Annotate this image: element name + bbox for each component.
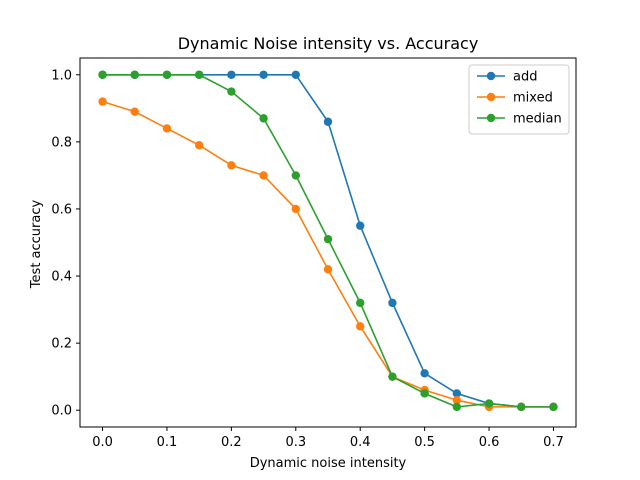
- legend-label-add: add: [513, 70, 537, 85]
- series-median: [98, 70, 558, 412]
- data-point-median: [517, 402, 526, 412]
- x-tick-label: 0.5: [414, 435, 435, 450]
- legend-label-mixed: mixed: [513, 91, 553, 106]
- data-point-mixed: [356, 322, 365, 331]
- data-point-median: [484, 399, 494, 408]
- x-axis-title: Dynamic noise intensity: [250, 456, 407, 471]
- data-point-median: [388, 372, 397, 381]
- data-point-median: [259, 114, 268, 123]
- legend-item-add: add: [477, 70, 537, 85]
- y-tick-label: 0.2: [51, 337, 72, 352]
- data-point-median: [291, 171, 300, 180]
- data-point-median: [162, 70, 172, 79]
- x-tick-label: 0.2: [221, 435, 242, 450]
- x-tick-label: 0.1: [157, 435, 178, 450]
- legend-label-median: median: [513, 112, 562, 127]
- data-point-median: [549, 402, 558, 412]
- data-point-add: [388, 298, 397, 308]
- data-point-add: [323, 117, 333, 126]
- data-point-add: [452, 389, 462, 398]
- data-point-mixed: [259, 171, 268, 180]
- data-point-add: [420, 369, 429, 378]
- data-point-median: [227, 87, 236, 96]
- x-tick-label: 0.7: [543, 435, 564, 450]
- legend: add mixed median: [468, 64, 570, 135]
- legend-item-mixed: mixed: [477, 91, 553, 106]
- legend-marker-mixed: [486, 92, 496, 102]
- data-point-mixed: [291, 204, 300, 214]
- data-point-mixed: [323, 265, 333, 274]
- data-point-median: [130, 70, 139, 79]
- data-point-add: [356, 221, 365, 230]
- data-point-median: [420, 389, 429, 398]
- y-tick-label: 1.0: [51, 68, 72, 83]
- axes-frame: [79, 57, 577, 428]
- data-point-mixed: [162, 124, 172, 133]
- chart-title: Dynamic Noise intensity vs. Accuracy: [178, 34, 479, 53]
- x-tick-label: 0.3: [285, 435, 306, 450]
- data-point-median: [194, 70, 204, 79]
- series-layer: [98, 70, 558, 412]
- y-tick-label: 0.4: [51, 270, 72, 285]
- y-tick-label: 0.6: [51, 202, 72, 217]
- data-point-mixed: [98, 97, 107, 106]
- data-point-add: [291, 70, 300, 79]
- data-point-median: [356, 298, 365, 308]
- x-tick-label: 0.4: [350, 435, 371, 450]
- data-point-mixed: [194, 141, 204, 150]
- axes-layer: 0.0 0.1 0.2 0.3 0.4 0.5 0.6 0.7 0.0 0.2 0.4 0.6 0.8 1…: [51, 57, 577, 450]
- x-tick-label: 0.0: [92, 435, 113, 450]
- data-point-add: [259, 70, 268, 79]
- data-point-median: [323, 234, 333, 244]
- data-point-mixed: [130, 107, 139, 116]
- data-point-add: [227, 70, 236, 79]
- y-axis-title: Test accuracy: [29, 200, 44, 290]
- legend-item-median: median: [477, 112, 562, 127]
- data-point-mixed: [227, 161, 236, 170]
- data-point-mixed: [452, 395, 462, 405]
- legend-marker-add: [486, 71, 496, 81]
- x-tick-label: 0.6: [479, 435, 500, 450]
- y-tick-label: 0.0: [51, 404, 72, 419]
- legend-marker-median: [486, 113, 496, 123]
- y-tick-label: 0.8: [51, 135, 72, 150]
- data-point-median: [452, 402, 462, 412]
- data-point-median: [98, 70, 107, 79]
